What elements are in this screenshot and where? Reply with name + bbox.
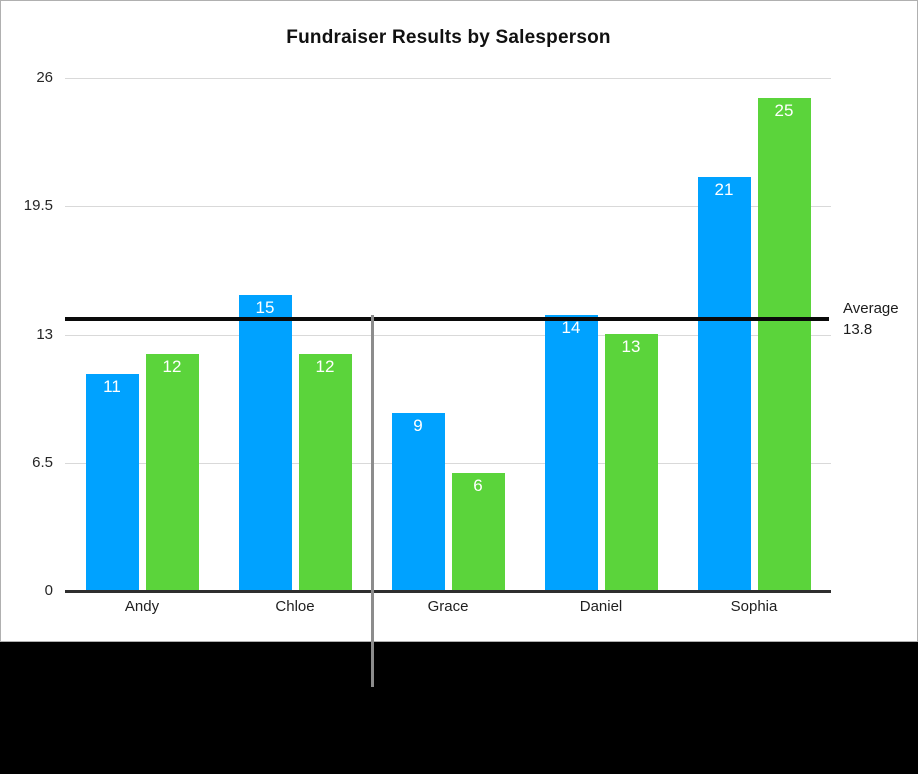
bar-blue-series-sophia[interactable]: 21 (697, 177, 751, 591)
y-tick-label-19.5: 19.5 (23, 197, 53, 215)
y-tick-label-0: 0 (44, 582, 53, 599)
gridline-26 (65, 78, 831, 79)
bar-value-label: 13 (621, 337, 641, 356)
bar-green-series-grace[interactable]: 6 (451, 473, 505, 591)
bar-blue-series-daniel[interactable]: 14 (544, 315, 598, 591)
gridline-19.5 (65, 206, 831, 208)
average-label: Average 13.8 (843, 298, 899, 340)
x-label-daniel: Daniel (579, 598, 623, 615)
bar-blue-series-grace[interactable]: 9 (391, 413, 445, 591)
bar-value-label: 25 (774, 101, 794, 120)
bar-blue-series-andy[interactable]: 11 (85, 374, 139, 591)
x-label-sophia: Sophia (730, 598, 778, 615)
bar-value-label: 15 (255, 298, 275, 317)
bar-green-series-chloe[interactable]: 12 (298, 354, 352, 591)
bar-value-label: 6 (473, 476, 483, 495)
bar-green-series-andy[interactable]: 12 (145, 354, 199, 591)
bar-green-series-daniel[interactable]: 13 (604, 334, 658, 591)
x-label-chloe: Chloe (275, 598, 315, 615)
bar-value-label: 12 (315, 357, 335, 376)
x-axis-line (65, 590, 831, 593)
average-line (65, 317, 829, 321)
y-tick-label-13: 13 (36, 325, 53, 343)
letterbox-bottom (0, 642, 918, 774)
average-label-title: Average (843, 300, 899, 317)
x-label-andy: Andy (124, 598, 160, 615)
gridline-13 (65, 334, 831, 336)
bar-value-label: 12 (162, 357, 182, 376)
x-label-grace: Grace (427, 598, 469, 615)
chart-title: Fundraiser Results by Salesperson (286, 27, 611, 48)
bar-blue-series-chloe[interactable]: 15 (238, 295, 292, 591)
bar-value-label: 11 (103, 377, 121, 396)
gridline-6.5 (65, 462, 831, 464)
y-tick-label-6.5: 6.5 (32, 453, 53, 471)
y-tick-label-26: 26 (36, 69, 53, 86)
bar-chart[interactable]: Average 13.8 0 6.5 13 19.5 26 11 12 Andy 15 12 Chl… (1, 1, 917, 641)
bar-value-label: 14 (561, 318, 581, 337)
drag-pointer-line (371, 315, 374, 687)
chart-canvas: Fundraiser Results by Salesperson Averag… (0, 0, 918, 642)
average-label-value: 13.8 (843, 321, 873, 338)
bar-value-label: 21 (714, 180, 734, 199)
bar-value-label: 9 (413, 416, 423, 435)
bar-green-series-sophia[interactable]: 25 (757, 98, 811, 591)
